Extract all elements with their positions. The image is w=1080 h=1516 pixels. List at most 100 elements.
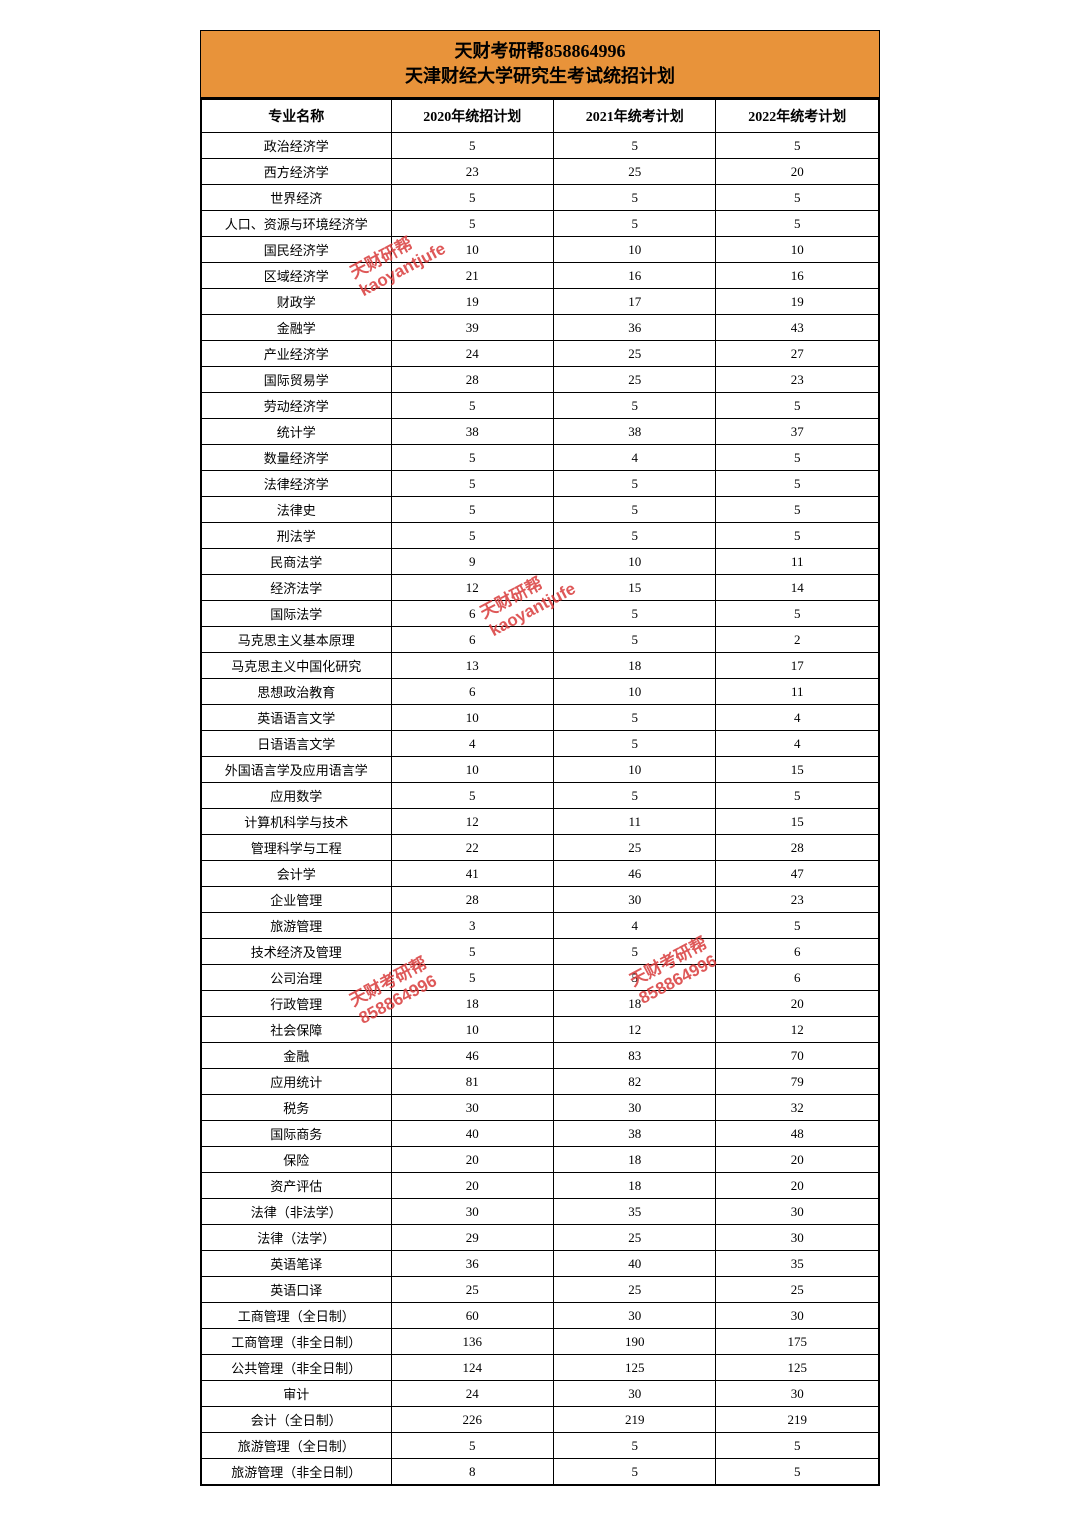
cell-value: 25 xyxy=(554,1277,716,1303)
cell-value: 5 xyxy=(391,185,553,211)
table-row: 财政学191719 xyxy=(202,289,879,315)
cell-major: 会计学 xyxy=(202,861,392,887)
table-row: 统计学383837 xyxy=(202,419,879,445)
cell-value: 136 xyxy=(391,1329,553,1355)
cell-value: 5 xyxy=(716,497,879,523)
cell-major: 旅游管理（全日制） xyxy=(202,1433,392,1459)
cell-value: 29 xyxy=(391,1225,553,1251)
header-row: 专业名称 2020年统招计划 2021年统考计划 2022年统考计划 xyxy=(202,100,879,133)
cell-value: 20 xyxy=(716,1147,879,1173)
table-row: 金融学393643 xyxy=(202,315,879,341)
cell-major: 管理科学与工程 xyxy=(202,835,392,861)
cell-value: 27 xyxy=(716,341,879,367)
cell-value: 40 xyxy=(391,1121,553,1147)
cell-major: 国民经济学 xyxy=(202,237,392,263)
cell-major: 技术经济及管理 xyxy=(202,939,392,965)
cell-value: 12 xyxy=(391,809,553,835)
cell-value: 5 xyxy=(554,185,716,211)
cell-value: 6 xyxy=(391,627,553,653)
cell-value: 20 xyxy=(391,1173,553,1199)
cell-major: 外国语言学及应用语言学 xyxy=(202,757,392,783)
cell-value: 3 xyxy=(391,913,553,939)
cell-major: 公司治理 xyxy=(202,965,392,991)
cell-value: 30 xyxy=(716,1303,879,1329)
cell-value: 219 xyxy=(554,1407,716,1433)
cell-value: 10 xyxy=(554,237,716,263)
cell-value: 5 xyxy=(554,965,716,991)
table-row: 政治经济学555 xyxy=(202,133,879,159)
cell-value: 47 xyxy=(716,861,879,887)
cell-value: 32 xyxy=(716,1095,879,1121)
table-row: 英语口译252525 xyxy=(202,1277,879,1303)
table-row: 民商法学91011 xyxy=(202,549,879,575)
table-row: 行政管理181820 xyxy=(202,991,879,1017)
table-row: 马克思主义基本原理652 xyxy=(202,627,879,653)
cell-value: 25 xyxy=(554,341,716,367)
table-row: 国际法学655 xyxy=(202,601,879,627)
cell-major: 法律（非法学） xyxy=(202,1199,392,1225)
cell-major: 国际商务 xyxy=(202,1121,392,1147)
cell-value: 5 xyxy=(391,445,553,471)
cell-value: 5 xyxy=(554,627,716,653)
table-row: 税务303032 xyxy=(202,1095,879,1121)
cell-value: 6 xyxy=(716,939,879,965)
cell-value: 10 xyxy=(391,757,553,783)
cell-value: 12 xyxy=(554,1017,716,1043)
cell-value: 10 xyxy=(554,679,716,705)
table-row: 国际贸易学282523 xyxy=(202,367,879,393)
cell-major: 应用统计 xyxy=(202,1069,392,1095)
table-row: 会计（全日制）226219219 xyxy=(202,1407,879,1433)
cell-major: 金融 xyxy=(202,1043,392,1069)
cell-value: 19 xyxy=(716,289,879,315)
table-row: 社会保障101212 xyxy=(202,1017,879,1043)
cell-major: 企业管理 xyxy=(202,887,392,913)
cell-value: 30 xyxy=(391,1095,553,1121)
table-row: 数量经济学545 xyxy=(202,445,879,471)
table-row: 工商管理（全日制）603030 xyxy=(202,1303,879,1329)
cell-major: 旅游管理（非全日制） xyxy=(202,1459,392,1485)
table-row: 会计学414647 xyxy=(202,861,879,887)
cell-value: 83 xyxy=(554,1043,716,1069)
cell-value: 15 xyxy=(716,809,879,835)
cell-major: 劳动经济学 xyxy=(202,393,392,419)
cell-value: 5 xyxy=(391,393,553,419)
cell-value: 175 xyxy=(716,1329,879,1355)
table-row: 日语语言文学454 xyxy=(202,731,879,757)
cell-value: 10 xyxy=(391,1017,553,1043)
table-row: 国际商务403848 xyxy=(202,1121,879,1147)
cell-value: 5 xyxy=(554,133,716,159)
cell-value: 4 xyxy=(716,731,879,757)
cell-value: 5 xyxy=(391,211,553,237)
cell-value: 81 xyxy=(391,1069,553,1095)
cell-value: 20 xyxy=(391,1147,553,1173)
cell-value: 41 xyxy=(391,861,553,887)
table-row: 应用统计818279 xyxy=(202,1069,879,1095)
cell-value: 20 xyxy=(716,159,879,185)
cell-major: 审计 xyxy=(202,1381,392,1407)
table-row: 英语语言文学1054 xyxy=(202,705,879,731)
cell-value: 23 xyxy=(716,367,879,393)
cell-value: 22 xyxy=(391,835,553,861)
cell-value: 5 xyxy=(391,497,553,523)
cell-value: 5 xyxy=(554,939,716,965)
cell-value: 5 xyxy=(554,1433,716,1459)
table-row: 资产评估201820 xyxy=(202,1173,879,1199)
cell-value: 35 xyxy=(554,1199,716,1225)
cell-value: 46 xyxy=(554,861,716,887)
cell-value: 10 xyxy=(554,549,716,575)
cell-value: 5 xyxy=(716,185,879,211)
cell-major: 工商管理（全日制） xyxy=(202,1303,392,1329)
table-row: 法律经济学555 xyxy=(202,471,879,497)
cell-value: 17 xyxy=(554,289,716,315)
table-row: 金融468370 xyxy=(202,1043,879,1069)
cell-major: 马克思主义中国化研究 xyxy=(202,653,392,679)
cell-value: 70 xyxy=(716,1043,879,1069)
enrollment-table: 专业名称 2020年统招计划 2021年统考计划 2022年统考计划 政治经济学… xyxy=(201,99,879,1485)
cell-value: 11 xyxy=(554,809,716,835)
cell-value: 4 xyxy=(391,731,553,757)
cell-value: 5 xyxy=(716,133,879,159)
cell-major: 金融学 xyxy=(202,315,392,341)
cell-value: 30 xyxy=(554,1381,716,1407)
cell-major: 马克思主义基本原理 xyxy=(202,627,392,653)
table-row: 马克思主义中国化研究131817 xyxy=(202,653,879,679)
